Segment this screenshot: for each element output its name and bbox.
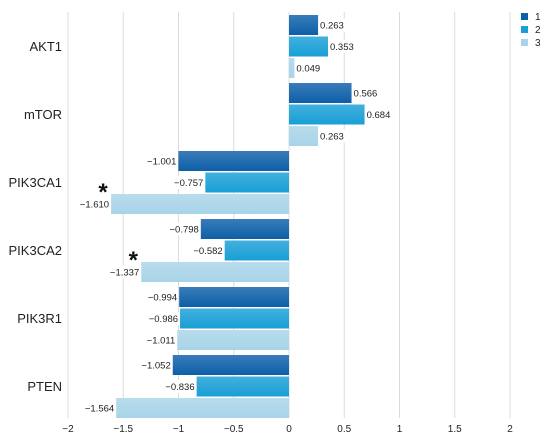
value-label: −0.798	[169, 225, 198, 236]
value-label-bg	[329, 40, 361, 53]
significance-star: *	[129, 247, 139, 274]
bar-mtor-series-1	[289, 83, 352, 103]
bar-mtor-series-3	[289, 126, 319, 146]
legend-label-2: 2	[535, 25, 541, 36]
value-label: −1.052	[141, 361, 170, 372]
bar-pik3ca1-series-3	[111, 194, 289, 214]
value-label-bg	[167, 176, 205, 189]
bar-pik3ca1-series-2	[205, 172, 289, 193]
bar-pten-series-1	[172, 355, 289, 375]
value-label-bg	[142, 312, 180, 325]
legend-label-3: 3	[535, 38, 541, 49]
value-label-bg	[352, 86, 384, 100]
value-label: −0.836	[165, 382, 194, 393]
x-tick-label: 1	[397, 424, 403, 435]
bar-akt1-series-3	[289, 58, 295, 78]
value-label-bg	[365, 108, 397, 121]
value-label: 0.566	[354, 89, 378, 100]
value-label-bg	[319, 129, 351, 143]
legend-swatch-1	[521, 13, 528, 20]
value-label: −1.610	[80, 200, 109, 211]
value-label: −1.564	[85, 404, 114, 415]
value-label: 0.263	[320, 21, 344, 32]
value-label-bg	[163, 222, 200, 236]
value-label-bg	[319, 18, 351, 32]
value-label: −0.986	[149, 314, 178, 325]
legend-swatch-3	[521, 39, 528, 46]
x-tick-label: 0	[286, 424, 292, 435]
value-label-bg	[187, 244, 224, 257]
value-label-bg	[159, 380, 196, 393]
value-labels: 0.263 0.353 0.049 0.566 0.684 0.263 −1.001 −0.7…	[73, 18, 397, 415]
category-labels: AKT1 mTOR PIK3CA1 PIK3CA2 PIK3R1 PTEN	[9, 39, 62, 394]
legend: 1 2 3	[521, 12, 541, 49]
bar-pik3r1-series-1	[179, 287, 289, 307]
value-label: 0.263	[320, 132, 344, 143]
x-tick-label: −1.5	[113, 424, 133, 435]
bar-pik3r1-series-2	[180, 308, 289, 329]
value-label: −1.001	[147, 157, 176, 168]
bar-pik3ca2-series-2	[224, 240, 289, 261]
category-label: PIK3R1	[17, 311, 62, 326]
bar-pten-series-2	[196, 376, 289, 397]
category-label: PTEN	[27, 379, 62, 394]
bar-pik3r1-series-3	[177, 330, 289, 350]
legend-swatch-2	[521, 26, 528, 33]
legend-label-1: 1	[535, 12, 541, 23]
x-tick-label: 2	[507, 424, 513, 435]
grid-lines	[67, 12, 511, 418]
value-label-bg	[103, 265, 141, 279]
value-label: −0.757	[174, 178, 203, 189]
value-label: −0.582	[193, 246, 222, 257]
bars	[111, 15, 365, 418]
value-label-bg	[73, 197, 111, 211]
value-label-bg	[140, 154, 178, 168]
value-label-bg	[135, 358, 172, 372]
bar-mtor-series-2	[289, 104, 365, 125]
bar-pten-series-3	[116, 398, 289, 418]
x-axis-ticks: −2 −1.5 −1 −0.5 0 0.5 1 1.5 2	[62, 424, 513, 435]
x-tick-label: 1.5	[448, 424, 462, 435]
category-label: AKT1	[29, 39, 62, 54]
value-label-bg	[78, 401, 116, 415]
x-tick-label: 0.5	[337, 424, 351, 435]
category-label: PIK3CA2	[9, 243, 62, 258]
x-tick-label: −1	[173, 424, 185, 435]
value-label: 0.353	[330, 42, 354, 53]
bar-pik3ca1-series-1	[178, 151, 289, 171]
category-label: mTOR	[24, 107, 62, 122]
value-label-bg	[139, 333, 177, 347]
value-label-bg	[295, 61, 327, 75]
value-label-bg	[141, 290, 179, 304]
category-label: PIK3CA1	[9, 175, 62, 190]
bar-akt1-series-2	[289, 36, 329, 57]
value-label: −0.994	[148, 293, 177, 304]
significance-star: *	[98, 179, 108, 206]
bar-pik3ca2-series-1	[200, 219, 289, 239]
bar-pik3ca2-series-3	[141, 262, 289, 282]
value-label: −1.337	[110, 268, 139, 279]
value-label: 0.049	[296, 64, 320, 75]
annotations: **	[98, 179, 138, 274]
bar-akt1-series-1	[289, 15, 319, 35]
value-label: 0.684	[367, 110, 391, 121]
value-label: −1.011	[147, 336, 176, 347]
x-tick-label: −2	[62, 424, 74, 435]
x-tick-label: −0.5	[224, 424, 244, 435]
